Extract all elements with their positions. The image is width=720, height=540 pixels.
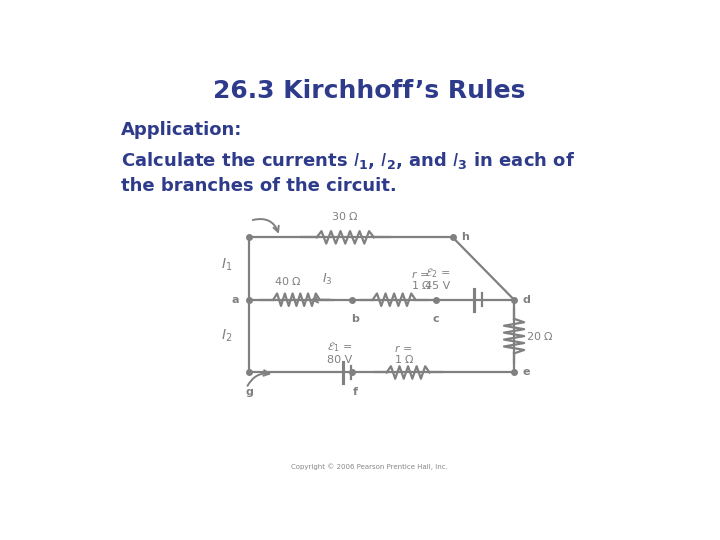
Text: $r$ =: $r$ = xyxy=(411,269,429,280)
Text: g: g xyxy=(245,387,253,397)
Text: $\mathcal{E}_2$ =: $\mathcal{E}_2$ = xyxy=(425,266,450,280)
Text: 45 V: 45 V xyxy=(425,281,450,292)
Text: e: e xyxy=(523,368,530,377)
Text: Application:: Application: xyxy=(121,121,242,139)
Text: $I_2$: $I_2$ xyxy=(221,328,233,345)
Text: 80 V: 80 V xyxy=(327,355,352,365)
Text: 26.3 Kirchhoff’s Rules: 26.3 Kirchhoff’s Rules xyxy=(213,79,525,103)
Text: $r$ =: $r$ = xyxy=(394,343,413,354)
Text: $I_3$: $I_3$ xyxy=(322,272,333,287)
Text: $\mathcal{E}_1$ =: $\mathcal{E}_1$ = xyxy=(327,340,352,354)
Text: a: a xyxy=(232,295,239,305)
Text: h: h xyxy=(461,232,469,242)
Text: 1 $\Omega$: 1 $\Omega$ xyxy=(411,279,431,292)
Text: b: b xyxy=(351,314,359,325)
Text: Calculate the currents $\mathbf{\mathit{I}_1}$, $\mathbf{\mathit{I}_2}$, and $\m: Calculate the currents $\mathbf{\mathit{… xyxy=(121,150,575,171)
Text: the branches of the circuit.: the branches of the circuit. xyxy=(121,177,397,195)
Text: Copyright © 2006 Pearson Prentice Hall, Inc.: Copyright © 2006 Pearson Prentice Hall, … xyxy=(291,463,447,470)
Text: $I_1$: $I_1$ xyxy=(221,256,233,273)
Text: f: f xyxy=(353,387,358,397)
Text: 40 $\Omega$: 40 $\Omega$ xyxy=(274,275,302,287)
Text: 20 $\Omega$: 20 $\Omega$ xyxy=(526,330,554,342)
Text: c: c xyxy=(433,314,439,325)
Text: 30 $\Omega$: 30 $\Omega$ xyxy=(331,210,359,221)
Text: d: d xyxy=(523,295,531,305)
Text: 1 $\Omega$: 1 $\Omega$ xyxy=(394,353,415,365)
